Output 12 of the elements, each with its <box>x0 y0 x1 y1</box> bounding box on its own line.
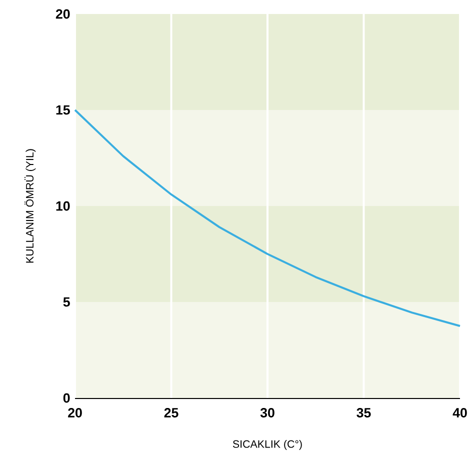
x-tick-label: 40 <box>452 408 467 418</box>
y-tick-label: 5 <box>63 297 70 307</box>
y-axis-title: KULLANIM ÖMRÜ (YIL) <box>24 149 36 263</box>
y-tick-label: 20 <box>56 9 70 19</box>
x-tick-label: 25 <box>164 408 178 418</box>
x-tick-label: 35 <box>356 408 371 418</box>
y-tick-label: 0 <box>63 393 70 403</box>
x-tick-label: 30 <box>260 408 274 418</box>
x-axis-title: SICAKLIK (C°) <box>232 440 302 450</box>
y-tick-label: 15 <box>56 105 70 115</box>
y-tick-label: 10 <box>56 201 70 211</box>
line-series <box>74 108 461 327</box>
